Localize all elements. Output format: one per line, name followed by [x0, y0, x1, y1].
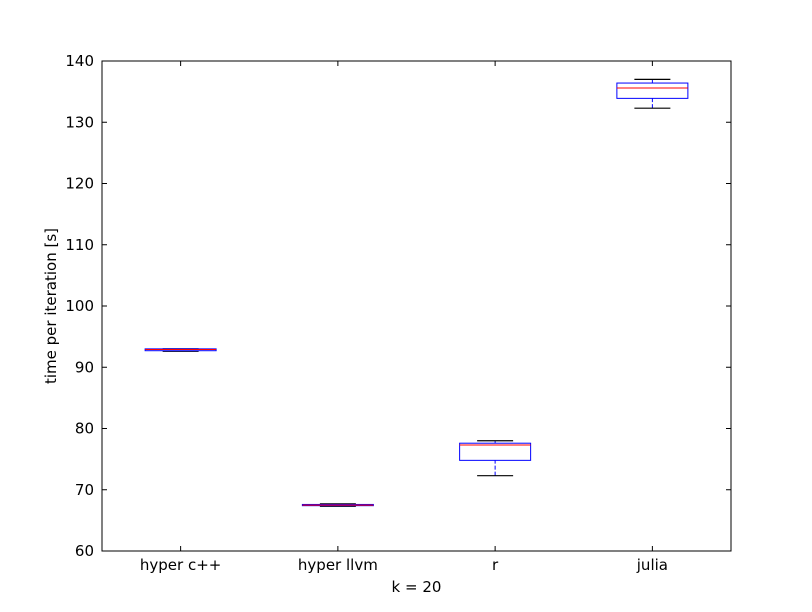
- y-tick-label: 130: [65, 113, 94, 131]
- box-julia: [616, 78, 689, 109]
- box-hyper-c-: [144, 348, 217, 352]
- box-r: [459, 440, 532, 477]
- box-rect: [616, 82, 689, 99]
- x-tick-label: hyper llvm: [298, 556, 378, 574]
- y-tick-label: 120: [65, 175, 94, 193]
- box-rect: [459, 442, 532, 461]
- y-tick-label: 80: [75, 420, 94, 438]
- ticks-layer: 60 70 80 90 100 110 120 130 140 hyper c++ hyper ll…: [65, 52, 731, 574]
- y-tick-label: 60: [75, 542, 94, 560]
- x-axis-label: k = 20: [392, 578, 442, 596]
- x-tick-label: hyper c++: [140, 556, 221, 574]
- y-tick-label: 100: [65, 297, 94, 315]
- y-tick-label: 90: [75, 358, 94, 376]
- plot-background: [102, 61, 731, 551]
- y-tick-label: 70: [75, 481, 94, 499]
- y-tick-label: 110: [65, 236, 94, 254]
- y-tick-label: 140: [65, 52, 94, 70]
- box-hyper-llvm: [301, 503, 374, 507]
- x-tick-label: r: [492, 556, 499, 574]
- boxes-layer: [144, 78, 689, 507]
- plot-frame: [101, 60, 732, 552]
- x-tick-label: julia: [636, 556, 668, 574]
- y-axis-label: time per iteration [s]: [42, 228, 60, 384]
